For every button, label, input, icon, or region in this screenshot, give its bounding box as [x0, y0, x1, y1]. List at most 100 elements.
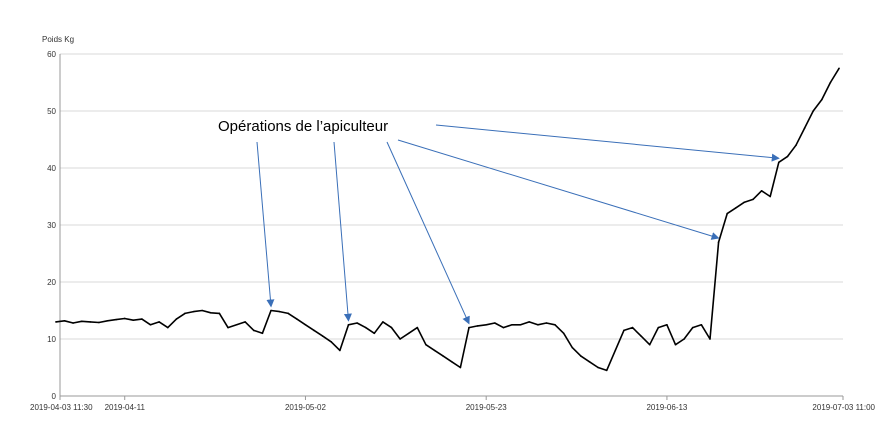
series-point-10	[141, 318, 143, 320]
series-point-73	[683, 338, 685, 340]
series-point-41	[407, 332, 410, 335]
series-point-1	[63, 319, 66, 322]
series-point-79	[734, 207, 737, 209]
series-point-9	[132, 319, 135, 321]
series-point-22	[244, 321, 247, 323]
series-point-33	[339, 349, 341, 352]
x-tick-labels: 2019-04-03 11:30 2019-04-11 2019-05-02 2019…	[30, 396, 876, 412]
series-point-35	[356, 322, 358, 324]
series-point-16	[192, 310, 195, 313]
series-point-52	[502, 326, 505, 329]
y-tick-label-5: 50	[47, 107, 56, 116]
series-point-67	[631, 326, 634, 329]
series-point-44	[433, 349, 436, 352]
series-points	[55, 67, 840, 372]
annotation-arrow-1	[333, 141, 352, 322]
series-point-83	[769, 195, 772, 198]
series-point-86	[795, 144, 797, 146]
series-point-11	[149, 323, 152, 326]
series-point-57	[545, 322, 548, 324]
series-point-46	[450, 361, 453, 363]
x-tick-label-5: 2019-07-03 11:00	[812, 403, 875, 412]
series-point-84	[778, 161, 780, 164]
series-point-3	[80, 320, 83, 323]
series-point-42	[416, 326, 419, 329]
annotations: Opérations de l’apiculteur	[218, 118, 780, 325]
y-tick-label-4: 40	[47, 164, 56, 173]
series-point-39	[390, 326, 393, 329]
y-tick-labels: 0 10 20 30 40 50 60	[47, 50, 56, 401]
series-point-36	[364, 326, 367, 329]
series-point-62	[588, 361, 591, 363]
series-point-26	[278, 310, 281, 313]
series-point-15	[184, 312, 186, 315]
series-point-25	[270, 309, 272, 312]
series-point-18	[209, 311, 212, 314]
series-point-12	[158, 321, 160, 323]
annotation-arrow-0	[256, 141, 275, 308]
series-point-2	[72, 322, 74, 324]
series-point-90	[829, 81, 832, 84]
series-point-47	[459, 366, 462, 369]
series-point-58	[554, 323, 556, 326]
series-point-91	[838, 67, 840, 70]
series-point-72	[674, 343, 677, 346]
series-point-32	[330, 341, 333, 343]
series-point-31	[321, 335, 324, 337]
series-point-19	[218, 312, 221, 315]
series-point-6	[106, 319, 109, 322]
series-point-69	[648, 343, 651, 346]
series-point-54	[519, 323, 522, 326]
series-point-30	[313, 329, 315, 332]
series-point-89	[821, 98, 823, 101]
x-tick-label-2: 2019-05-02	[285, 403, 326, 412]
annotation-label-0: Opérations de l’apiculteur	[218, 118, 388, 135]
series-point-74	[691, 326, 694, 329]
series-point-21	[235, 323, 238, 326]
y-tick-label-3: 30	[47, 221, 56, 230]
series-point-77	[717, 241, 720, 243]
series-point-76	[709, 338, 711, 340]
series-point-0	[55, 321, 57, 323]
x-tick-label-0: 2019-04-03 11:30	[30, 403, 93, 412]
grid-lines	[60, 53, 843, 397]
series-point-56	[537, 323, 539, 326]
series-point-34	[347, 323, 350, 326]
series-point-68	[640, 335, 642, 337]
annotation-arrow-4	[435, 124, 780, 162]
series-point-78	[726, 212, 728, 215]
series-point-82	[760, 190, 763, 192]
series-point-43	[425, 343, 427, 346]
series-point-59	[562, 332, 565, 335]
series-point-50	[485, 323, 487, 326]
series-point-70	[657, 326, 660, 329]
series-point-63	[597, 366, 599, 369]
y-tick-label-1: 10	[47, 335, 56, 344]
series-point-75	[700, 323, 703, 326]
series-point-14	[175, 318, 178, 320]
y-axis-label: Poids Kg	[42, 35, 74, 44]
series-point-51	[494, 322, 496, 324]
x-tick-label-3: 2019-05-23	[466, 403, 507, 412]
series-point-53	[511, 323, 513, 326]
series-point-60	[571, 346, 574, 349]
series-point-40	[399, 338, 401, 340]
series-point-27	[287, 312, 290, 315]
annotation-arrow-2	[386, 141, 470, 325]
series-point-28	[296, 318, 298, 320]
series-point-23	[253, 329, 255, 332]
series-point-4	[89, 321, 92, 323]
series-point-85	[786, 155, 789, 158]
series-point-8	[123, 317, 126, 320]
series-point-61	[580, 355, 582, 357]
y-tick-label-0: 0	[52, 392, 57, 401]
x-tick-label-4: 2019-06-13	[646, 403, 687, 412]
y-tick-label-2: 20	[47, 278, 56, 287]
series-point-81	[752, 198, 754, 201]
y-tick-label-6: 60	[47, 50, 56, 59]
series-point-49	[476, 325, 479, 327]
series-point-88	[812, 110, 815, 112]
series-point-80	[743, 201, 746, 203]
series-point-7	[115, 318, 117, 321]
series-point-5	[98, 321, 100, 324]
